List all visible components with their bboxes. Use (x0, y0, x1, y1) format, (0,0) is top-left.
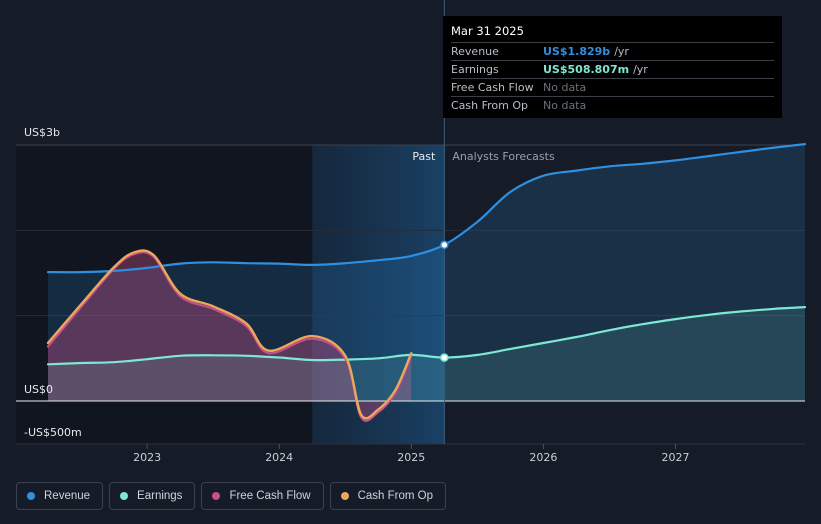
chart-text: Past Analysts Forecasts 2023 2024 2025 2026… (24, 126, 690, 464)
cash-from-op-line (46, 249, 413, 420)
chart-background (16, 145, 445, 444)
tooltip-row-revenue: Revenue US$1.829b /yr (451, 43, 774, 61)
tooltip-value: US$508.807m (543, 63, 630, 76)
past-label: Past (412, 150, 436, 163)
revenue-area (48, 144, 805, 401)
tooltip-unit: /yr (614, 45, 629, 58)
tooltip-label: Earnings (451, 63, 499, 76)
tooltip-row-free-cash-flow: Free Cash Flow No data (451, 79, 774, 97)
forecast-label: Analysts Forecasts (452, 150, 555, 163)
tooltip-value: No data (543, 81, 587, 94)
chart-series (16, 0, 807, 444)
legend-item-revenue[interactable]: Revenue (16, 482, 104, 510)
x-tick-label: 2026 (529, 451, 557, 464)
tooltip-row-cash-from-op: Cash From Op No data (451, 97, 774, 114)
chart-grid (16, 144, 805, 449)
y-tick-label: US$3b (24, 126, 60, 139)
data-tooltip: Mar 31 2025 Revenue US$1.829b /yr Earnin… (443, 16, 782, 118)
chart-legend: Revenue Earnings Free Cash Flow Cash Fro… (16, 482, 447, 510)
y-tick-label: US$0 (24, 383, 53, 396)
tooltip-value: No data (543, 99, 587, 112)
tooltip-label: Revenue (451, 45, 499, 58)
x-tick-label: 2024 (265, 451, 293, 464)
legend-label: Earnings (137, 490, 183, 502)
earnings-dot-icon (120, 492, 129, 500)
past-region (16, 145, 313, 444)
y-tick-label: -US$500m (24, 426, 82, 439)
legend-item-free-cash-flow[interactable]: Free Cash Flow (201, 482, 324, 510)
legend-item-cash-from-op[interactable]: Cash From Op (329, 482, 447, 510)
legend-label: Cash From Op (357, 490, 434, 502)
legend-label: Revenue (44, 490, 91, 502)
free-cash-flow-dot-icon (212, 492, 221, 500)
earnings-marker (440, 353, 449, 362)
tooltip-label: Free Cash Flow (451, 81, 534, 94)
x-tick-label: 2023 (133, 451, 161, 464)
highlight-region (312, 145, 445, 444)
tooltip-label: Cash From Op (451, 99, 529, 112)
legend-label: Free Cash Flow (229, 490, 311, 502)
free-cash-flow-area (48, 252, 412, 421)
tooltip-row-earnings: Earnings US$508.807m /yr (451, 61, 774, 79)
tooltip-unit: /yr (633, 63, 648, 76)
x-tick-label: 2025 (397, 451, 425, 464)
tooltip-value: US$1.829b (543, 45, 611, 58)
earnings-line (46, 306, 807, 366)
x-tick-label: 2027 (662, 451, 690, 464)
cash-from-op-dot-icon (340, 492, 349, 500)
revenue-line (46, 143, 807, 274)
tooltip-date: Mar 31 2025 (451, 22, 774, 43)
revenue-marker (440, 240, 449, 250)
chart-markers (440, 240, 449, 362)
legend-item-earnings[interactable]: Earnings (109, 482, 196, 510)
revenue-dot-icon (27, 492, 35, 500)
earnings-area (48, 307, 805, 401)
